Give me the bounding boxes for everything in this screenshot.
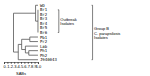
bracket-end xyxy=(58,9,59,10)
branch xyxy=(14,52,19,53)
bracket xyxy=(58,10,59,33)
chart: WOBr1Br2Br3Br4Br5Br6Pb1Pr2LabPh1Ph2J9400… xyxy=(0,0,150,76)
leaf-labels: WOBr1Br2Br3Br4Br5Br6Pb1Pr2LabPh1Ph2J9400… xyxy=(40,3,57,62)
bracket-line xyxy=(58,10,59,33)
annotation-line: Isolates xyxy=(60,21,74,26)
bracket xyxy=(92,5,93,59)
bracket-end xyxy=(58,32,59,33)
leaf-branch xyxy=(29,55,38,56)
branch xyxy=(22,39,30,40)
branch xyxy=(14,13,36,14)
x-axis: 0.1.2.3.4.5.6.7.8.91.0 xyxy=(3,62,42,69)
leaf-branch xyxy=(29,50,38,51)
bracket-end xyxy=(92,59,93,60)
x-axis-title: SABs xyxy=(16,71,26,76)
leaf-branch xyxy=(25,46,38,47)
branch xyxy=(22,49,26,50)
leaf-branch xyxy=(36,5,38,6)
leaf-label: J940043 xyxy=(40,57,57,62)
leaf-branch xyxy=(30,37,38,38)
annotation: OutbreakIsolates xyxy=(60,16,76,25)
annotation: Group BC. parapsilosisIsolates xyxy=(94,26,120,40)
branch xyxy=(18,44,21,45)
tick-label: 1.0 xyxy=(36,64,42,69)
annotation-line: Isolates xyxy=(94,34,108,39)
tick: 1.0 xyxy=(36,62,42,69)
branch xyxy=(25,52,28,53)
bracket-line xyxy=(92,5,93,59)
branch xyxy=(36,21,38,22)
dendrogram xyxy=(14,5,38,59)
bracket-end xyxy=(92,5,93,6)
leaf-branch xyxy=(18,59,38,60)
merge-line xyxy=(13,13,14,52)
leaf-branch xyxy=(30,41,38,42)
annotations: OutbreakIsolates Group BC. parapsilosisIs… xyxy=(58,5,120,59)
